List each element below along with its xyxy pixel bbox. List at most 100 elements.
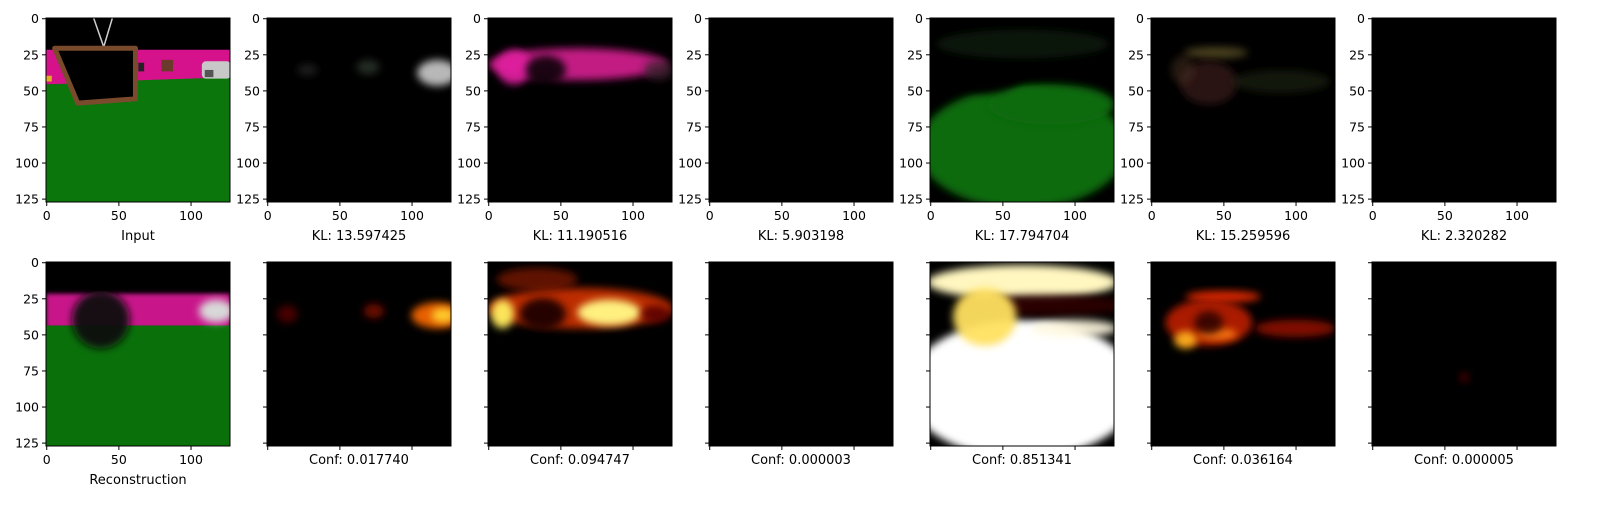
bottom-panel-6-frame [1371, 261, 1557, 447]
bottom-panel-0-xtick-label-0: 0 [43, 452, 51, 467]
top-panel-5-ytick-label-3: 75 [1128, 119, 1144, 134]
top-panel-1-ytick-label-3: 75 [244, 119, 260, 134]
bottom-panel-6: Conf: 0.000005 [1368, 261, 1557, 468]
top-panel-2-ytick-label-0: 0 [473, 11, 481, 26]
top-panel-0-caption: Input [121, 229, 155, 244]
top-panel-0-ytick-label-3: 75 [23, 119, 39, 134]
bottom-panel-5-image [1151, 262, 1335, 446]
top-panel-1-xtick-label-2: 100 [400, 208, 424, 223]
top-panel-2-region-2 [643, 59, 672, 81]
top-panel-2-region-1 [496, 49, 532, 85]
top-panel-1-frame [266, 17, 452, 203]
bottom-panel-1-image [267, 262, 451, 446]
top-panel-1: 0 50 100 0 25 50 75 100 125 KL: 13.597425 [236, 11, 452, 244]
top-panel-5-region-2 [1231, 69, 1330, 94]
top-panel-6-xtick-label-2: 100 [1505, 208, 1529, 223]
top-panel-2-xtick-label-0: 0 [485, 208, 493, 223]
top-panel-1-xtick-label-0: 0 [264, 208, 272, 223]
bottom-panel-2-region-1 [577, 299, 641, 326]
top-panel-6-xtick-label-1: 50 [1437, 208, 1453, 223]
top-panel-5-xtick-label-1: 50 [1216, 208, 1232, 223]
top-panel-4-ytick-label-5: 125 [899, 192, 923, 207]
top-panel-3-xtick-label-1: 50 [774, 208, 790, 223]
bottom-panel-3-frame [708, 261, 894, 447]
top-panel-2-caption: KL: 11.190516 [533, 229, 628, 244]
bottom-panel-2-region-4 [519, 298, 566, 330]
bottom-panel-3: Conf: 0.000003 [705, 261, 894, 468]
top-panel-4: 0 50 100 0 25 50 75 100 125 KL: 17.794704 [899, 11, 1115, 244]
top-panel-6-ytick-label-1: 25 [1349, 47, 1365, 62]
top-panel-3-ytick-label-5: 125 [678, 192, 702, 207]
top-panel-1-ytick-label-1: 25 [244, 47, 260, 62]
blurred-tv-object [71, 290, 130, 349]
bottom-panel-2-region-2 [490, 299, 514, 329]
bottom-panel-0-image [46, 262, 230, 446]
bottom-panel-4-region-3 [953, 287, 1017, 346]
top-panel-3-ytick-label-0: 0 [694, 11, 702, 26]
top-panel-0-image [46, 18, 230, 202]
bottom-panel-5: Conf: 0.036164 [1147, 261, 1336, 468]
top-panel-4-ytick-label-4: 100 [899, 156, 923, 171]
bottom-panel-0-ytick-label-5: 125 [15, 436, 39, 451]
top-panel-1-caption: KL: 13.597425 [312, 229, 407, 244]
top-panel-4-ytick-label-0: 0 [915, 11, 923, 26]
bottom-panel-0: 0 50 100 0 25 50 75 100 125 Reconstruction [15, 255, 231, 488]
bottom-panel-5-region-5 [1194, 311, 1224, 335]
top-panel-1-region-1 [356, 59, 380, 75]
bottom-panel-5-region-0 [1185, 290, 1261, 303]
top-panel-3-caption: KL: 5.903198 [758, 229, 844, 244]
top-panel-0-ytick-label-2: 50 [23, 83, 39, 98]
bottom-panel-0-caption: Reconstruction [89, 473, 186, 488]
bottom-panel-5-frame [1150, 261, 1336, 447]
bottom-panel-2-image [488, 262, 672, 446]
bottom-panel-6-caption: Conf: 0.000005 [1414, 453, 1514, 468]
bottom-panel-1: Conf: 0.017740 [263, 261, 452, 468]
top-panel-6-image [1372, 18, 1556, 202]
bottom-panel-0-frame [45, 261, 231, 447]
bottom-panel-0-ytick-label-0: 0 [31, 255, 39, 270]
bottom-panel-4-image [930, 262, 1114, 446]
top-panel-0-ytick-label-0: 0 [31, 11, 39, 26]
top-panel-2-ytick-label-3: 75 [465, 119, 481, 134]
top-panel-2-xtick-label-2: 100 [621, 208, 645, 223]
top-panel-5-caption: KL: 15.259596 [1196, 229, 1291, 244]
top-panel-0-ytick-label-5: 125 [15, 192, 39, 207]
top-panel-1-region-0 [417, 59, 451, 86]
bottom-panel-4-caption: Conf: 0.851341 [972, 453, 1072, 468]
top-panel-4-region-1 [987, 84, 1114, 125]
top-panel-5-ytick-label-0: 0 [1136, 11, 1144, 26]
top-panel-5-frame [1150, 17, 1336, 203]
bottom-panel-4-region-0 [930, 319, 1114, 446]
top-panel-5-xtick-label-0: 0 [1148, 208, 1156, 223]
top-panel-5-region-1 [1179, 61, 1238, 105]
top-panel-5-xtick-label-2: 100 [1284, 208, 1308, 223]
top-panel-6-xtick-label-0: 0 [1369, 208, 1377, 223]
top-panel-0: 0 50 100 0 25 50 75 100 125 Input [15, 11, 231, 244]
bottom-panel-6-image [1372, 262, 1556, 446]
top-panel-6: 0 50 100 0 25 50 75 100 125 KL: 2.320282 [1341, 11, 1557, 244]
bottom-panel-2-frame [487, 261, 673, 447]
top-panel-4-xtick-label-2: 100 [1063, 208, 1087, 223]
top-panel-3-ytick-label-3: 75 [686, 119, 702, 134]
top-panel-2-ytick-label-1: 25 [465, 47, 481, 62]
top-panel-3-xtick-label-2: 100 [842, 208, 866, 223]
bottom-panel-4-frame [929, 261, 1115, 447]
bottom-panel-2: Conf: 0.094747 [484, 261, 673, 468]
top-panel-4-image [930, 18, 1114, 202]
top-panel-4-ytick-label-2: 50 [907, 83, 923, 98]
bottom-panel-0-ytick-label-3: 75 [23, 363, 39, 378]
bottom-panel-5-region-4 [1254, 319, 1335, 338]
bottom-panel-5-region-2 [1174, 331, 1198, 349]
bottom-panel-1-region-3 [277, 305, 298, 323]
bottom-panel-1-region-1 [431, 308, 451, 323]
bottom-panel-1-caption: Conf: 0.017740 [309, 453, 409, 468]
top-panel-3-ytick-label-2: 50 [686, 83, 702, 98]
bottom-panel-1-frame [266, 261, 452, 447]
bottom-panel-0-ytick-label-1: 25 [23, 291, 39, 306]
top-panel-5: 0 50 100 0 25 50 75 100 125 KL: 15.259596 [1120, 11, 1336, 244]
top-panel-2-ytick-label-2: 50 [465, 83, 481, 98]
top-panel-2-frame [487, 17, 673, 203]
bottom-panel-5-caption: Conf: 0.036164 [1193, 453, 1293, 468]
top-panel-4-frame [929, 17, 1115, 203]
